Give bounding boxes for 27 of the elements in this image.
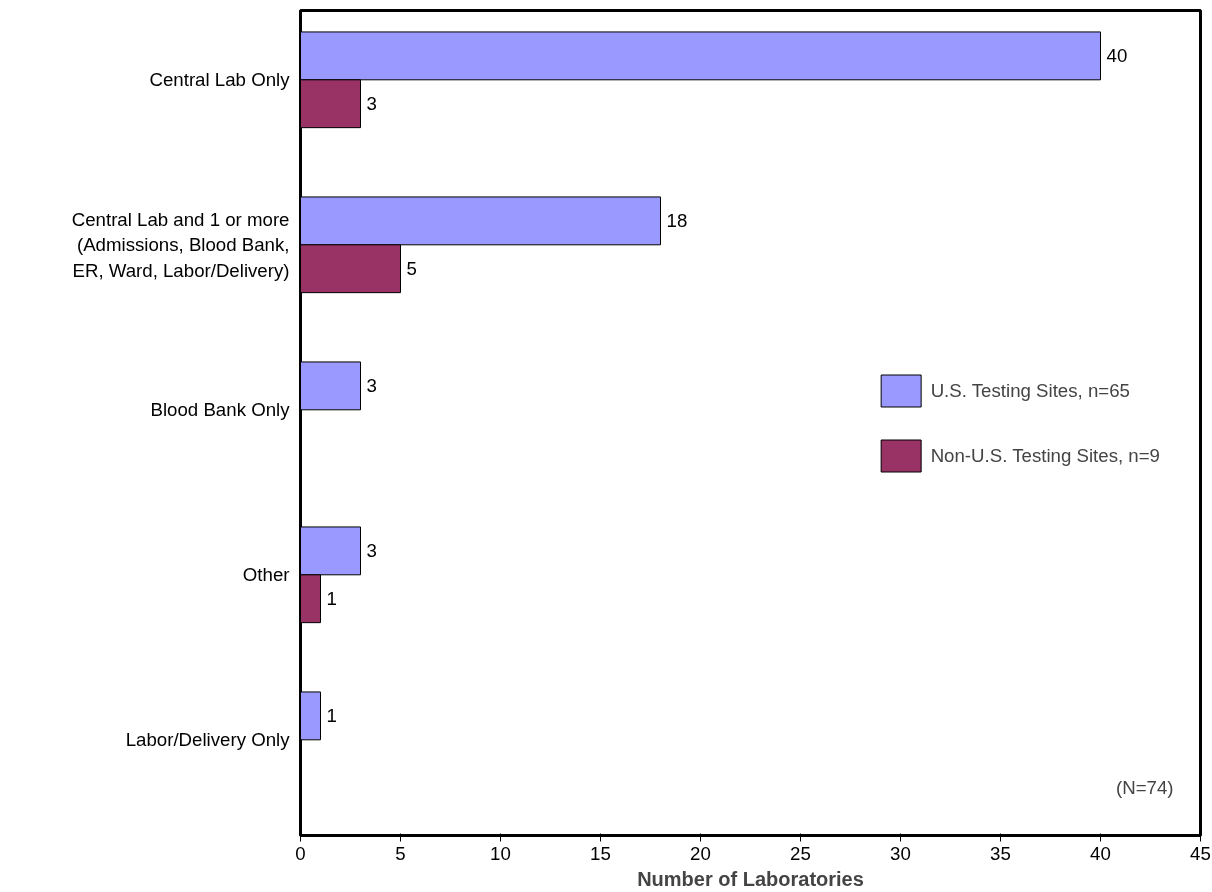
data-label: 1	[326, 588, 337, 610]
data-label: 1	[326, 705, 337, 727]
data-label: 40	[1106, 45, 1128, 67]
y-tick-label: Central Lab Only	[149, 69, 291, 91]
x-axis-title: Number of Laboratories	[637, 867, 864, 890]
x-tick-label: 25	[790, 842, 811, 864]
y-tick-label: Central Lab and 1 or more (Admissions, Blood Bank, ER, Ward, Labor/Delivery)	[71, 209, 290, 281]
y-tick-label: Other	[242, 564, 290, 586]
x-tick-label: 0	[295, 842, 306, 864]
x-tick-label: 30	[890, 842, 911, 864]
x-tick-label: 10	[490, 842, 511, 864]
data-label: 5	[406, 258, 417, 280]
x-tick-label: 5	[395, 842, 406, 864]
annotation: (N=74)	[1115, 776, 1174, 798]
data-label: 18	[666, 210, 688, 232]
legend-label: U.S. Testing Sites, n=65	[930, 379, 1131, 401]
data-label: 3	[366, 540, 377, 562]
y-tick-label: Labor/Delivery Only	[125, 729, 291, 751]
x-tick-label: 45	[1190, 842, 1211, 864]
data-label: 3	[366, 375, 377, 397]
y-tick-label: Blood Bank Only	[150, 399, 291, 421]
legend-label: Non-U.S. Testing Sites, n=9	[930, 444, 1160, 466]
x-tick-label: 15	[590, 842, 611, 864]
data-label: 3	[366, 93, 377, 115]
x-tick-label: 40	[1090, 842, 1111, 864]
x-tick-label: 35	[990, 842, 1011, 864]
x-tick-label: 20	[690, 842, 711, 864]
